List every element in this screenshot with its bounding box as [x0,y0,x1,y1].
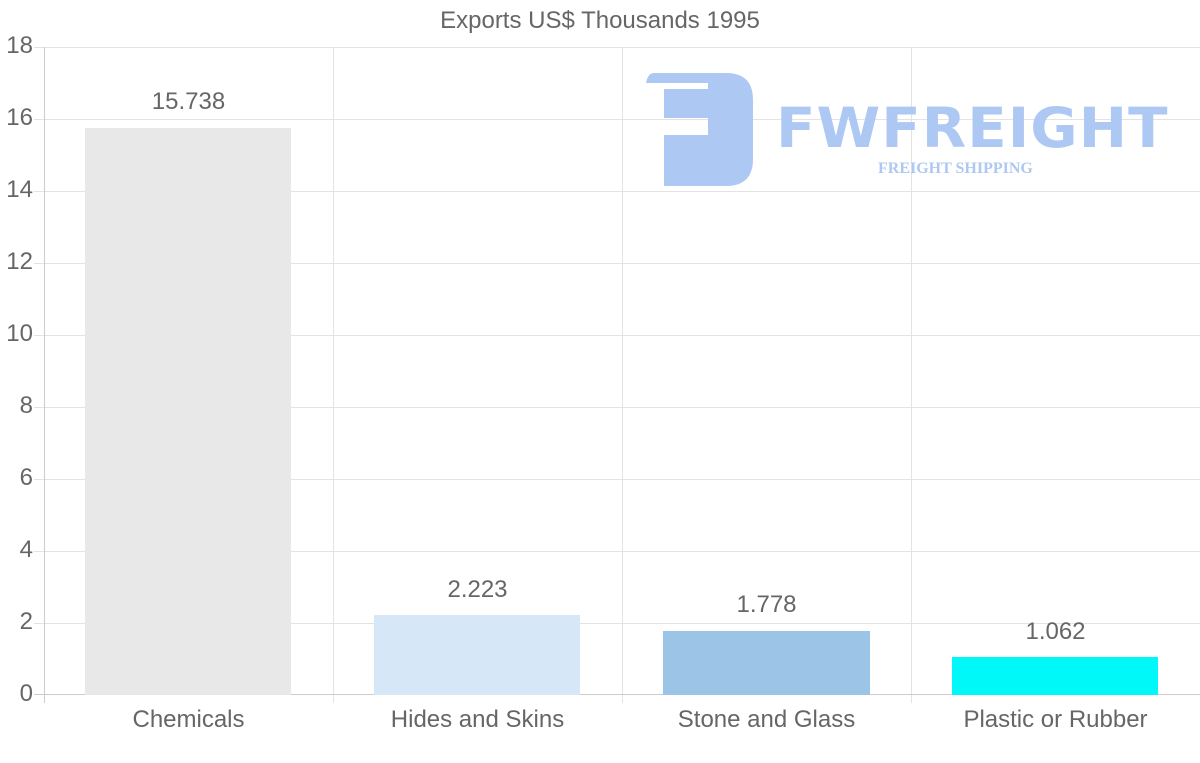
gridline-8 [34,407,1200,408]
vgridline-3 [911,47,912,703]
x-tick-label: Hides and Skins [390,706,565,733]
y-tick-label: 4 [19,536,33,563]
bar-plastic-or-rubber[interactable] [952,657,1158,695]
bar-chemicals[interactable] [85,128,291,695]
x-axis-line [34,694,1200,695]
plot-area [34,47,1200,703]
y-tick-label: 2 [19,608,33,635]
gridline-2 [34,623,1200,624]
y-tick-label: 6 [19,464,33,491]
gridline-14 [34,191,1200,192]
y-tick-label: 12 [6,248,33,275]
bar-value-label: 1.062 [1025,618,1086,645]
bar-value-label: 1.778 [736,591,797,618]
vgridline-2 [622,47,623,703]
gridline-18 [34,47,1200,48]
y-tick-label: 14 [6,176,33,203]
bar-hides-and-skins[interactable] [374,615,580,695]
gridline-4 [34,551,1200,552]
x-tick-label: Plastic or Rubber [963,706,1148,733]
y-tick-label: 0 [19,680,33,707]
y-tick-label: 8 [19,392,33,419]
gridline-10 [34,335,1200,336]
y-tick-label: 18 [6,32,33,59]
gridline-6 [34,479,1200,480]
bar-stone-and-glass[interactable] [663,631,870,695]
x-tick-label: Chemicals [132,706,245,733]
y-axis-line [44,47,45,703]
gridline-16 [34,119,1200,120]
x-tick-label: Stone and Glass [677,706,856,733]
gridline-12 [34,263,1200,264]
bar-value-label: 2.223 [447,576,508,603]
y-tick-label: 16 [6,104,33,131]
y-tick-label: 10 [6,320,33,347]
vgridline-1 [333,47,334,703]
chart-title: Exports US$ Thousands 1995 [440,7,760,34]
bar-value-label: 15.738 [151,88,226,115]
